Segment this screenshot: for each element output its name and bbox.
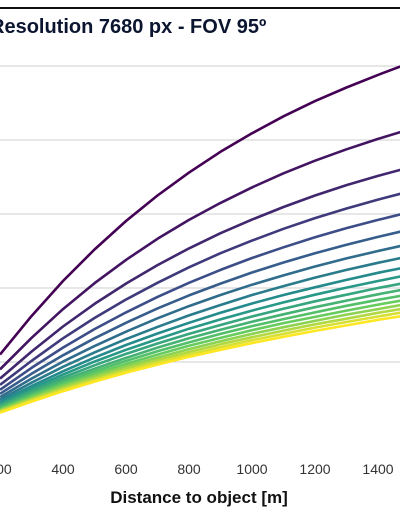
series-line-10	[0, 275, 400, 405]
x-tick-label: 1400	[362, 461, 393, 477]
series-line-8	[0, 256, 400, 401]
title-rule	[0, 7, 400, 9]
series-line-11	[0, 282, 400, 407]
x-tick-label: 600	[114, 461, 138, 477]
x-tick-label: 400	[51, 461, 75, 477]
series-line-2	[0, 130, 400, 371]
series-line-14	[0, 299, 400, 411]
series-line-18	[0, 315, 400, 414]
x-tick-label: 800	[177, 461, 201, 477]
series-line-7	[0, 244, 400, 399]
series-line-3	[0, 168, 400, 380]
x-tick-label: 1200	[299, 461, 330, 477]
series-line-16	[0, 307, 400, 413]
series-line-4	[0, 192, 400, 386]
series-line-6	[0, 230, 400, 395]
x-tick-label: 200	[0, 461, 12, 477]
series-line-12	[0, 288, 400, 408]
series-line-13	[0, 294, 400, 410]
series-line-17	[0, 311, 400, 414]
series-line-15	[0, 303, 400, 412]
series-lines	[0, 65, 400, 414]
series-line-9	[0, 267, 400, 404]
x-tick-label: 1000	[236, 461, 267, 477]
x-axis-label: Distance to object [m]	[110, 488, 288, 507]
chart-title: Resolution 7680 px - FOV 95º	[0, 16, 267, 38]
series-line-1	[0, 65, 400, 356]
series-line-5	[0, 213, 400, 391]
x-tick-labels: 200 400 600 800 1000 1200 1400	[0, 461, 394, 477]
